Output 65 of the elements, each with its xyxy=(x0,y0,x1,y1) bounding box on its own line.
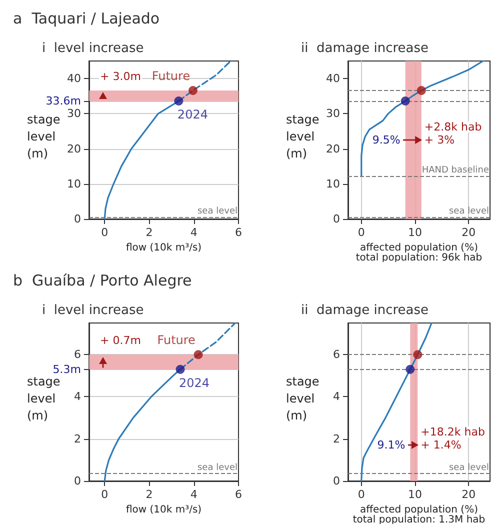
annotation: 9.1% xyxy=(377,438,406,452)
ref-line-label: sea level xyxy=(197,206,238,217)
x-axis-title: flow (10k m³/s) xyxy=(126,504,202,516)
y-tick-label: 6 xyxy=(74,348,81,362)
chart-title: i level increase xyxy=(42,41,144,56)
x-tick-label: 0 xyxy=(358,488,365,501)
x-tick-label: 10 xyxy=(408,226,422,239)
x-tick-label: 0 xyxy=(101,488,108,501)
x-axis-title: affected population (%) xyxy=(360,242,478,254)
series-label: Future xyxy=(152,68,190,83)
y-axis-title: stage level (m) xyxy=(286,374,320,422)
y-tick-label: 40 xyxy=(67,72,81,86)
y-tick-label: 2 xyxy=(74,432,81,446)
y-tick-label: 20 xyxy=(67,142,81,156)
x-tick-label: 4 xyxy=(190,226,198,239)
ref-line-label: sea level xyxy=(448,463,489,474)
series-label: Future xyxy=(157,333,196,348)
x-tick-label: 0 xyxy=(358,226,365,239)
chart-subtitle: a Taquari / Lajeado xyxy=(13,10,160,28)
y-tick-label: 5.3m xyxy=(52,362,81,376)
y-tick-label: 4 xyxy=(74,390,81,404)
ref-line-label: HAND baseline xyxy=(422,165,490,176)
chart-title: i level increase xyxy=(42,303,144,318)
x-tick-label: 2 xyxy=(146,226,153,239)
annotation: + 3% xyxy=(424,133,455,146)
y-axis-title: stage level (m) xyxy=(27,112,60,160)
y-tick-label: 0 xyxy=(333,212,340,226)
x-axis-title: affected population (%) xyxy=(360,504,478,516)
x-tick-label: 6 xyxy=(235,488,242,501)
y-tick-label: 40 xyxy=(326,72,340,86)
y-tick-label: 2 xyxy=(333,432,340,446)
y-tick-label: 10 xyxy=(326,177,340,190)
ref-line-label: sea level xyxy=(448,206,489,217)
annotation: +18.2k hab xyxy=(420,426,485,438)
y-tick-label: 6 xyxy=(333,348,340,362)
annotation: +2.8k hab xyxy=(424,120,482,134)
x-axis-title: flow (10k m³/s) xyxy=(126,242,202,254)
ref-line-label: sea level xyxy=(197,463,238,474)
x-tick-label: 10 xyxy=(408,488,422,501)
x-tick-label: 6 xyxy=(235,226,242,239)
annotation: + 1.4% xyxy=(420,438,462,452)
y-axis-title: stage level (m) xyxy=(286,112,320,160)
y-tick-label: 4 xyxy=(333,390,340,404)
x-tick-label: 4 xyxy=(190,488,198,501)
series-label: 2024 xyxy=(177,108,208,122)
x-tick-label: 20 xyxy=(462,488,476,501)
chart-subtitle: b Guaíba / Porto Alegre xyxy=(13,272,192,290)
y-tick-label: 30 xyxy=(67,107,81,120)
y-axis-title: stage level (m) xyxy=(27,374,60,422)
annotation: + 0.7m xyxy=(100,334,141,348)
y-tick-label: 0 xyxy=(74,212,81,226)
y-tick-label: 0 xyxy=(74,474,81,488)
y-tick-label: 20 xyxy=(326,142,340,156)
y-tick-label: 10 xyxy=(67,177,81,190)
y-tick-label: 0 xyxy=(333,474,340,488)
y-tick-label: 30 xyxy=(326,107,340,120)
chart-title: ii damage increase xyxy=(301,41,429,56)
chart-title: ii damage increase xyxy=(301,303,429,318)
x-tick-label: 0 xyxy=(101,226,108,239)
annotation: + 3.0m xyxy=(100,70,141,83)
x-tick-label: 20 xyxy=(462,226,476,239)
x-tick-label: 2 xyxy=(146,488,153,501)
series-label: 2024 xyxy=(178,376,210,390)
y-tick-label: 33.6m xyxy=(46,94,81,108)
annotation: 9.5% xyxy=(372,133,400,146)
